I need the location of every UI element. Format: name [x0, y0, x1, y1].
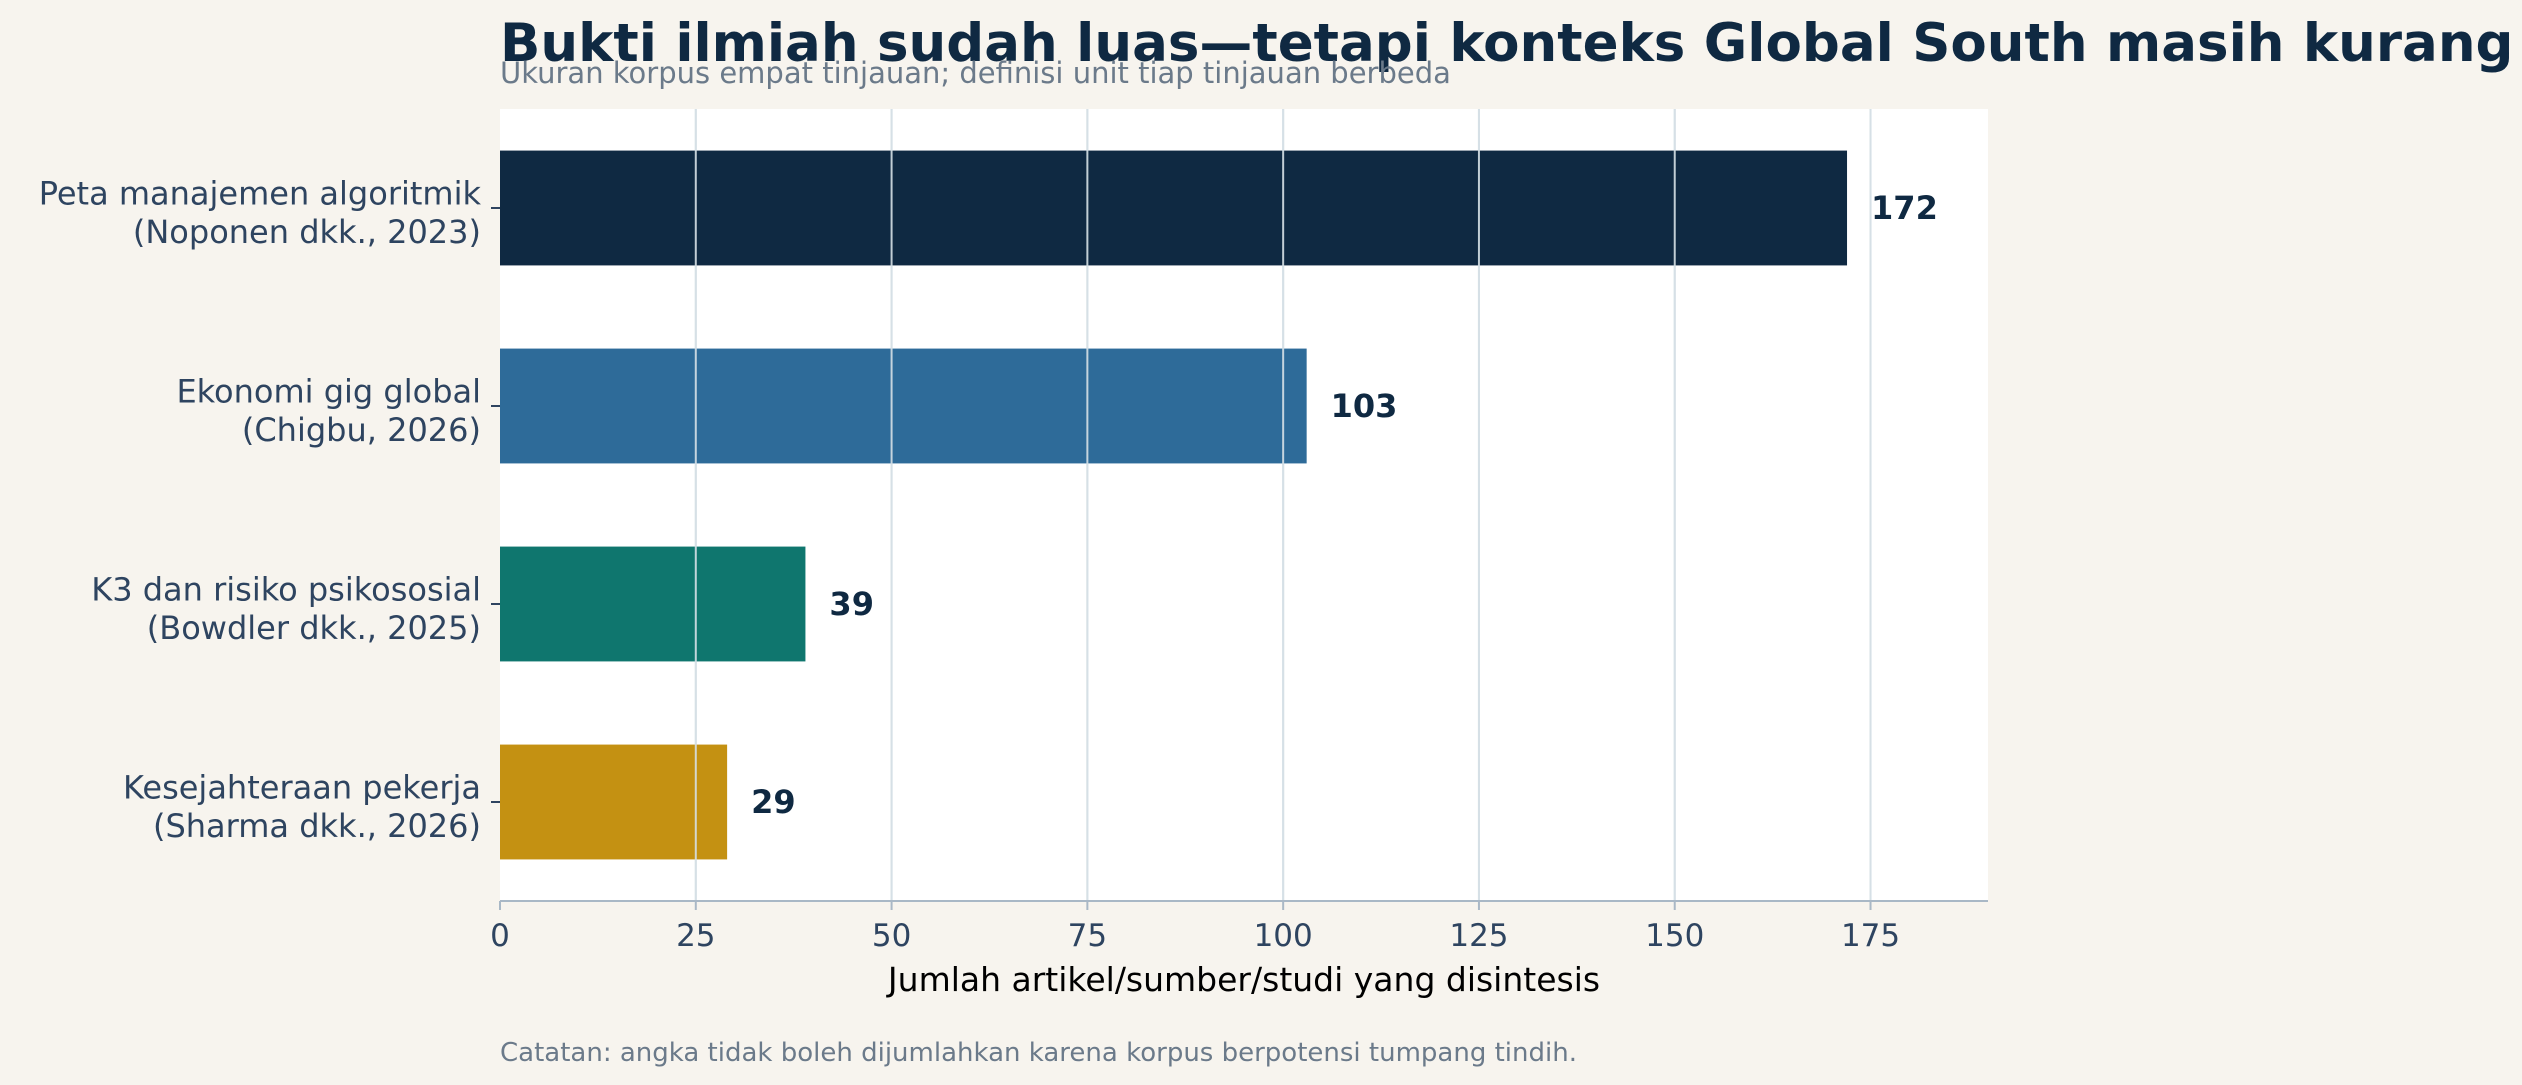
category-label: Peta manajemen algoritmik (Noponen dkk., … [39, 174, 482, 250]
x-tick-label: 0 [490, 918, 510, 954]
value-label: 39 [829, 585, 874, 623]
category-label-line2: (Sharma dkk., 2026) [153, 807, 481, 845]
category-label-line1: Peta manajemen algoritmik [39, 174, 482, 212]
x-axis-ticks: 0 25 50 75 100 125 150 175 [490, 901, 1900, 954]
category-label-line1: Ekonomi gig global [176, 372, 481, 410]
x-tick-label: 75 [1068, 918, 1107, 954]
bar [500, 348, 1307, 464]
grid-lines-front [694, 109, 1872, 901]
bars [500, 150, 1848, 860]
category-label-line1: Kesejahteraan pekerja [123, 768, 481, 806]
x-tick-label: 175 [1841, 918, 1900, 954]
value-label: 172 [1871, 189, 1938, 227]
category-label: Ekonomi gig global (Chigbu, 2026) [176, 372, 481, 448]
x-tick-label: 25 [676, 918, 715, 954]
chart-subtitle: Ukuran korpus empat tinjauan; definisi u… [500, 56, 1451, 90]
value-labels: 172 103 39 29 [751, 189, 1938, 821]
chart-note: Catatan: angka tidak boleh dijumlahkan k… [500, 1038, 1577, 1068]
category-label-line2: (Noponen dkk., 2023) [133, 213, 481, 251]
category-label-line2: (Bowdler dkk., 2025) [147, 609, 481, 647]
x-tick-label: 150 [1645, 918, 1704, 954]
bar [500, 744, 728, 860]
value-label: 29 [751, 783, 796, 821]
x-tick-label: 100 [1254, 918, 1313, 954]
category-label-line1: K3 dan risiko psikososial [91, 570, 481, 608]
bar [500, 150, 1848, 266]
category-label-line2: (Chigbu, 2026) [242, 411, 481, 449]
category-label: Kesejahteraan pekerja (Sharma dkk., 2026) [123, 768, 481, 844]
x-tick-label: 125 [1449, 918, 1508, 954]
y-axis-categories: Peta manajemen algoritmik (Noponen dkk., … [39, 174, 500, 845]
value-label: 103 [1331, 387, 1398, 425]
bar [500, 546, 806, 662]
chart-title: Bukti ilmiah sudah luas—tetapi konteks G… [500, 13, 2513, 74]
category-label: K3 dan risiko psikososial (Bowdler dkk., … [91, 570, 481, 646]
x-tick-label: 50 [872, 918, 911, 954]
x-axis-label: Jumlah artikel/sumber/studi yang disinte… [886, 960, 1600, 999]
